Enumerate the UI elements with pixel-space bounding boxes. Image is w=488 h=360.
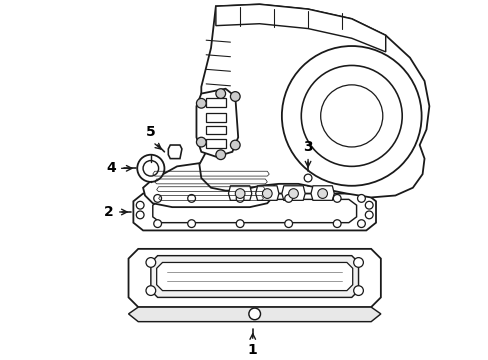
Circle shape (284, 194, 292, 202)
Polygon shape (255, 186, 278, 201)
Circle shape (333, 220, 340, 228)
Circle shape (353, 286, 363, 296)
Circle shape (281, 46, 421, 186)
Circle shape (357, 194, 365, 202)
Polygon shape (150, 256, 358, 297)
Polygon shape (215, 4, 385, 52)
Polygon shape (133, 194, 375, 230)
Polygon shape (301, 170, 314, 186)
Polygon shape (206, 113, 225, 122)
Polygon shape (310, 186, 334, 201)
Circle shape (215, 150, 225, 159)
Polygon shape (206, 98, 225, 107)
Circle shape (196, 137, 206, 147)
Circle shape (137, 155, 164, 182)
Circle shape (230, 92, 240, 102)
Circle shape (288, 189, 298, 198)
Polygon shape (128, 249, 380, 307)
Circle shape (196, 98, 206, 108)
Circle shape (215, 89, 225, 98)
Polygon shape (199, 4, 428, 197)
Polygon shape (228, 186, 251, 201)
Text: 3: 3 (303, 140, 312, 154)
Polygon shape (128, 307, 380, 321)
Circle shape (236, 220, 244, 228)
Polygon shape (152, 199, 356, 223)
Circle shape (146, 258, 155, 267)
Circle shape (284, 220, 292, 228)
Circle shape (136, 211, 144, 219)
Polygon shape (143, 162, 274, 207)
Text: 5: 5 (146, 125, 155, 139)
Circle shape (230, 140, 240, 150)
Polygon shape (206, 126, 225, 134)
Circle shape (146, 286, 155, 296)
Circle shape (187, 220, 195, 228)
Polygon shape (281, 186, 305, 201)
Circle shape (317, 189, 327, 198)
Circle shape (153, 194, 161, 202)
Circle shape (353, 258, 363, 267)
Circle shape (136, 201, 144, 209)
Circle shape (301, 66, 402, 166)
Circle shape (320, 85, 382, 147)
Circle shape (143, 161, 158, 176)
Circle shape (153, 220, 161, 228)
Circle shape (365, 211, 372, 219)
Circle shape (236, 194, 244, 202)
Text: 2: 2 (104, 205, 114, 219)
Circle shape (333, 194, 340, 202)
Circle shape (304, 174, 311, 182)
Polygon shape (156, 262, 352, 291)
Text: 4: 4 (106, 161, 116, 175)
Circle shape (365, 201, 372, 209)
Polygon shape (168, 145, 182, 159)
Text: 1: 1 (247, 343, 257, 357)
Circle shape (187, 194, 195, 202)
Circle shape (235, 189, 244, 198)
Circle shape (248, 308, 260, 320)
Polygon shape (206, 139, 225, 148)
Circle shape (357, 220, 365, 228)
Polygon shape (196, 89, 238, 157)
Circle shape (262, 189, 272, 198)
